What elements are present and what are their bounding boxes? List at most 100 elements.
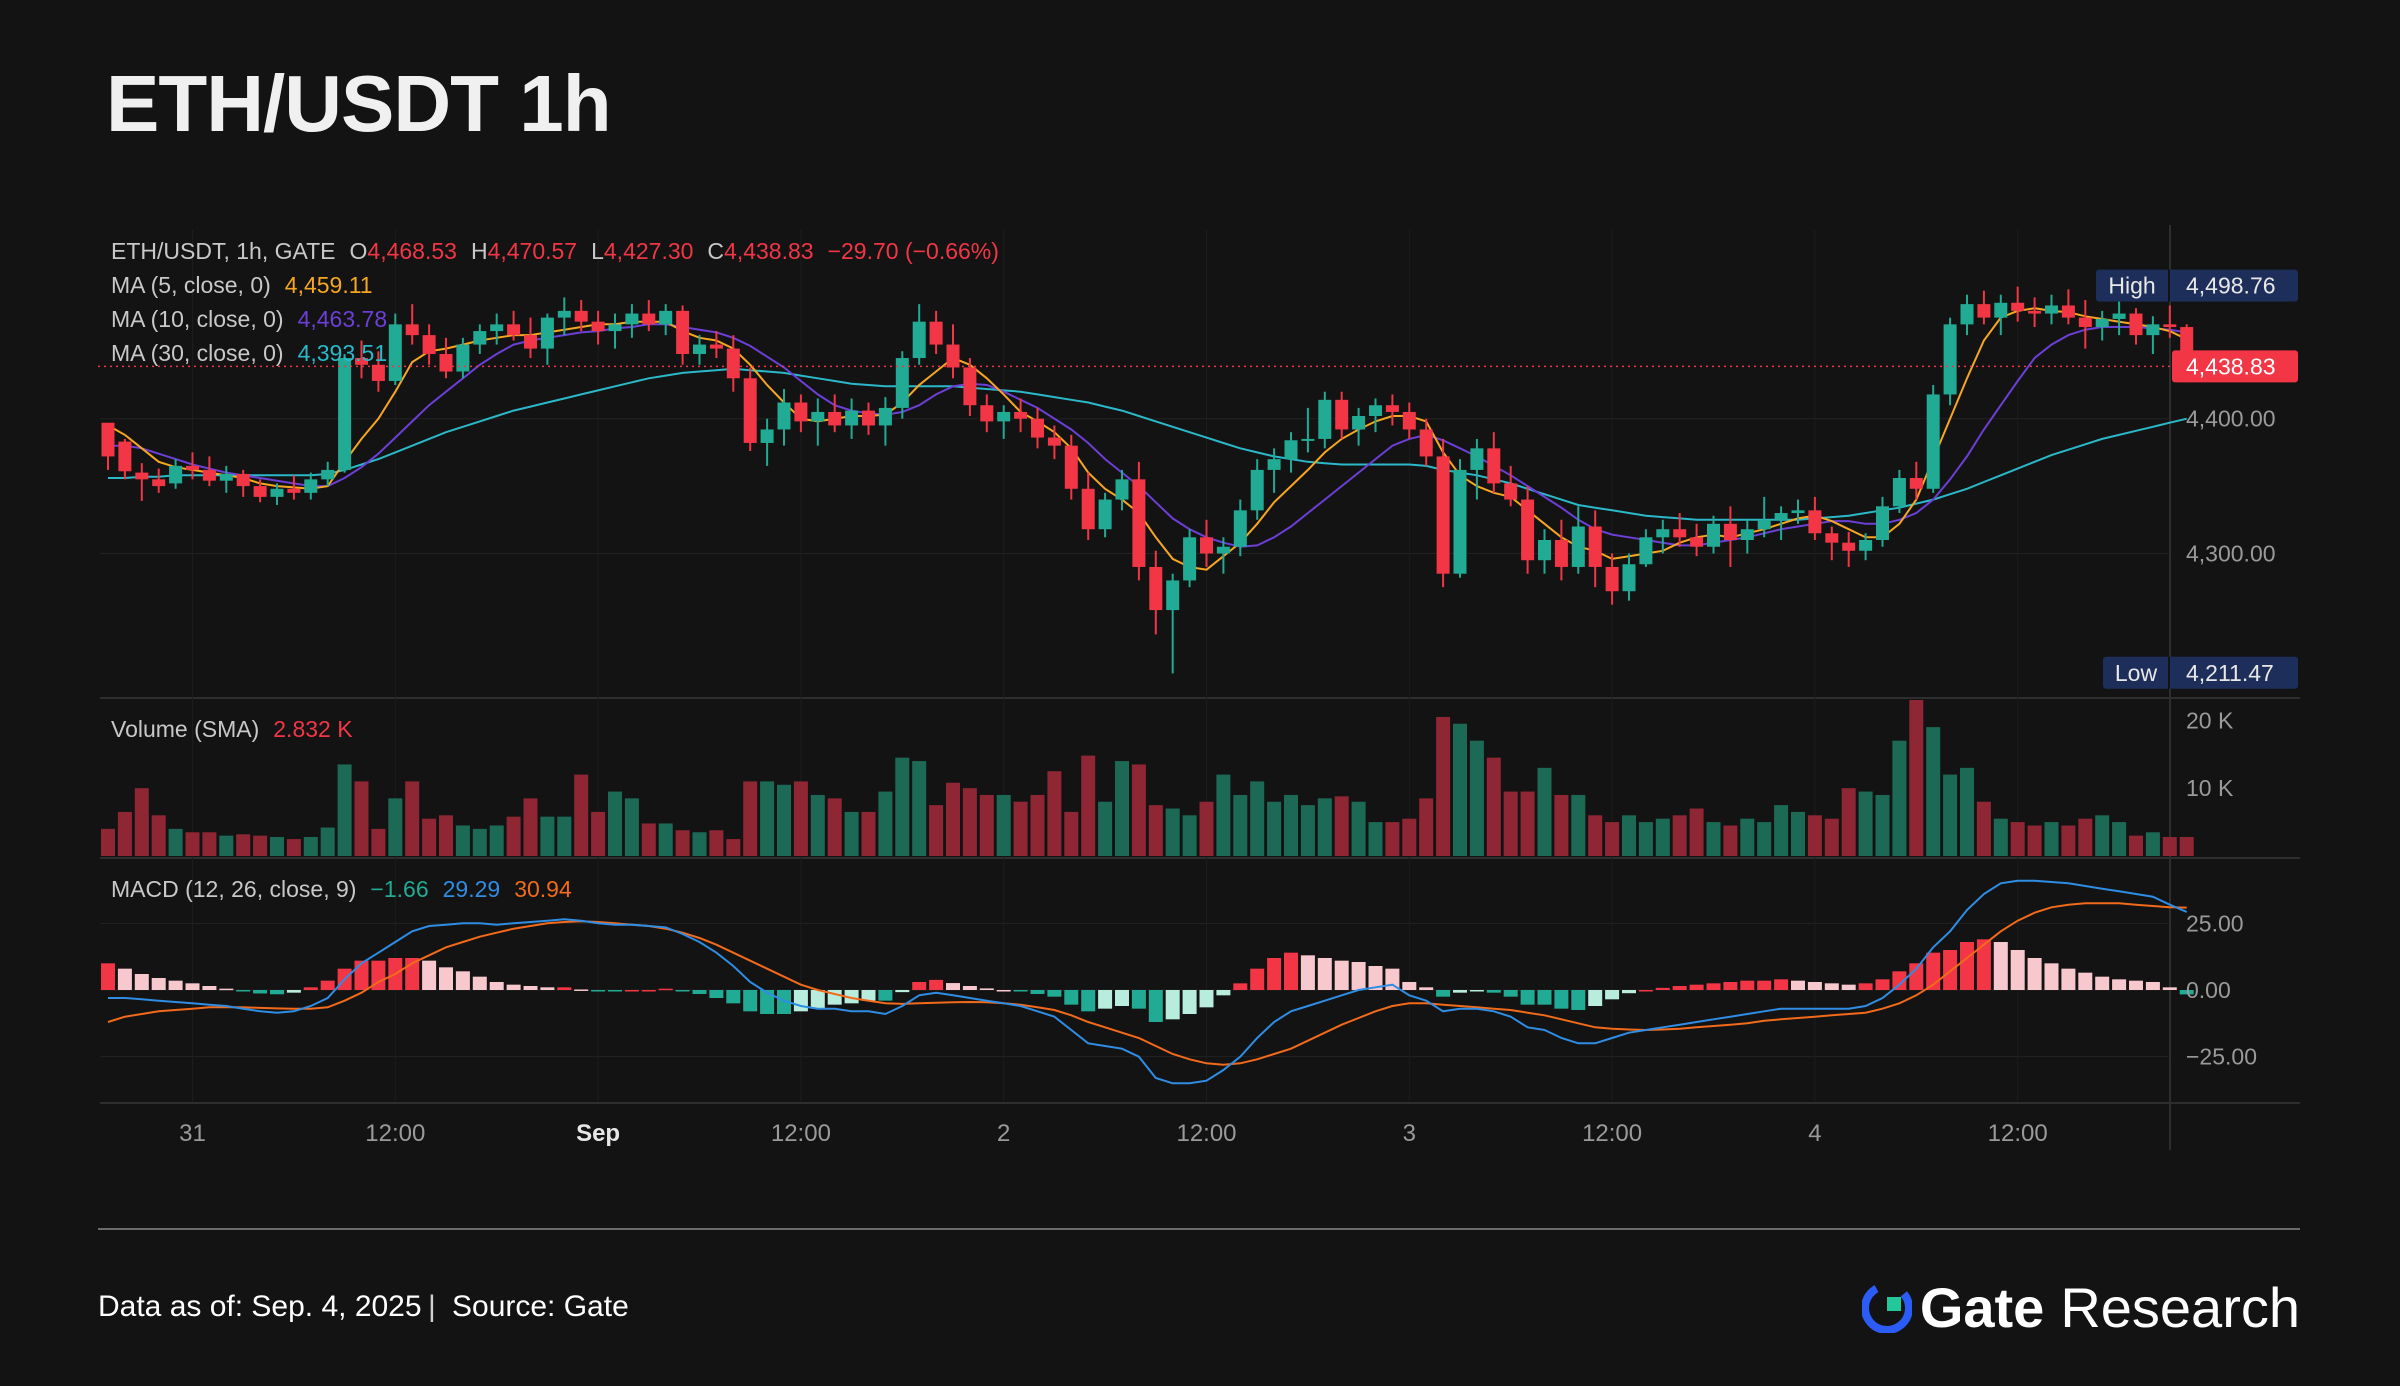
macd-histogram-bar xyxy=(2162,987,2177,990)
volume-bar xyxy=(455,825,470,856)
volume-bar xyxy=(1841,788,1856,856)
macd-histogram-bar xyxy=(1588,990,1603,1006)
candle-body xyxy=(1081,488,1095,530)
volume-bar xyxy=(2162,837,2177,856)
macd-histogram-bar xyxy=(1537,990,1552,1005)
candle-body xyxy=(1859,540,1873,551)
candle-body xyxy=(591,321,605,332)
volume-bar xyxy=(1892,740,1907,856)
volume-bar xyxy=(2095,815,2110,856)
volume-bar xyxy=(303,837,318,856)
macd-histogram-bar xyxy=(1976,939,1991,990)
candle-body xyxy=(135,472,149,480)
macd-histogram-bar xyxy=(1503,990,1518,997)
macd-tick-label: −25.00 xyxy=(2186,1044,2257,1070)
volume-tick-label: 20 K xyxy=(2186,707,2234,733)
volume-bar xyxy=(1013,801,1028,856)
volume-bar xyxy=(101,828,115,856)
volume-bar xyxy=(962,788,977,856)
candle-body xyxy=(1791,510,1805,514)
candle-body xyxy=(1183,537,1197,581)
volume-bar xyxy=(658,823,673,856)
source-label: Source: Gate xyxy=(452,1290,629,1323)
candle-body xyxy=(912,321,926,359)
macd-histogram-bar xyxy=(2129,980,2143,990)
macd-histogram-bar xyxy=(810,990,825,1009)
volume-bars xyxy=(101,700,2194,856)
macd-histogram-bar xyxy=(1115,990,1129,1006)
symbol-legend: ETH/USDT, 1h, GATE O4,468.53 H4,470.57 L4,4… xyxy=(111,238,999,264)
macd-histogram-bar xyxy=(760,990,775,1014)
macd-histogram-bar xyxy=(726,990,741,1004)
candle-body xyxy=(405,324,419,336)
volume-bar xyxy=(1250,781,1265,856)
macd-histogram-bar xyxy=(1993,942,2008,990)
volume-bar xyxy=(1284,794,1298,856)
candle-body xyxy=(2078,317,2092,328)
macd-histogram-bar xyxy=(253,990,268,994)
volume-legend: Volume (SMA) 2.832 K xyxy=(111,716,353,742)
macd-histogram-bar xyxy=(1030,990,1045,994)
candle-body xyxy=(878,407,892,426)
volume-bar xyxy=(354,781,369,856)
macd-histogram-bar xyxy=(1622,990,1636,994)
macd-histogram-bar xyxy=(1807,982,1822,990)
macd-tick-label: 0.00 xyxy=(2186,977,2231,1003)
candle-body xyxy=(980,405,994,422)
macd-histogram-bar xyxy=(1672,986,1687,990)
candle-body xyxy=(456,344,470,372)
candle-body xyxy=(1757,519,1771,530)
macd-histogram-bar xyxy=(1875,979,1890,990)
candle-body xyxy=(1960,304,1974,325)
candle-body xyxy=(304,479,318,493)
macd-histogram-bar xyxy=(472,976,487,990)
candle-body xyxy=(1064,445,1078,489)
candle-body xyxy=(524,335,537,349)
volume-bar xyxy=(1757,822,1772,856)
candle-body xyxy=(709,344,723,349)
price-tick-label: 4,400.00 xyxy=(2186,406,2276,432)
volume-bar xyxy=(912,761,927,856)
macd-histogram-bar xyxy=(219,988,234,991)
volume-bar xyxy=(1317,798,1332,856)
candle-body xyxy=(659,310,673,325)
volume-bar xyxy=(2179,837,2194,856)
volume-bar xyxy=(1368,822,1383,856)
candle-body xyxy=(929,321,943,345)
macd-histogram-bar xyxy=(1689,984,1704,990)
candle-body xyxy=(1825,533,1839,543)
volume-bar xyxy=(1858,791,1873,856)
low-label: Low xyxy=(2115,660,2158,686)
candle-body xyxy=(1385,405,1399,412)
macd-histogram-bar xyxy=(1199,990,1214,1008)
candle-body xyxy=(1622,564,1636,592)
volume-bar xyxy=(1064,811,1079,856)
candle-body xyxy=(1842,542,1856,551)
volume-bar xyxy=(1419,798,1434,856)
volume-bar xyxy=(1300,805,1315,856)
candle-body xyxy=(1267,459,1281,470)
volume-bar xyxy=(2010,822,2025,856)
macd-histogram-bar xyxy=(134,974,149,990)
candle-body xyxy=(1436,456,1450,574)
candle-body xyxy=(2146,324,2160,336)
volume-bar xyxy=(1672,815,1687,856)
candle-body xyxy=(1774,513,1788,520)
macd-histogram-bar xyxy=(2027,958,2042,990)
volume-bar xyxy=(185,832,200,856)
volume-bar xyxy=(1976,801,1991,856)
macd-histogram-bar xyxy=(1233,983,1248,990)
volume-bar xyxy=(1740,818,1755,856)
macd-histogram-bar xyxy=(1064,990,1079,1005)
candle-body xyxy=(219,473,233,481)
candle-body xyxy=(2011,302,2025,311)
volume-bar xyxy=(2112,822,2127,856)
data-date-label: Data as of: Sep. 4, 2025 xyxy=(98,1290,422,1323)
volume-bar xyxy=(134,788,149,856)
volume-bar xyxy=(777,784,791,856)
volume-bar xyxy=(422,818,437,856)
candle-body xyxy=(997,411,1011,422)
volume-bar xyxy=(1824,818,1839,856)
macd-histogram-bar xyxy=(1148,990,1163,1022)
